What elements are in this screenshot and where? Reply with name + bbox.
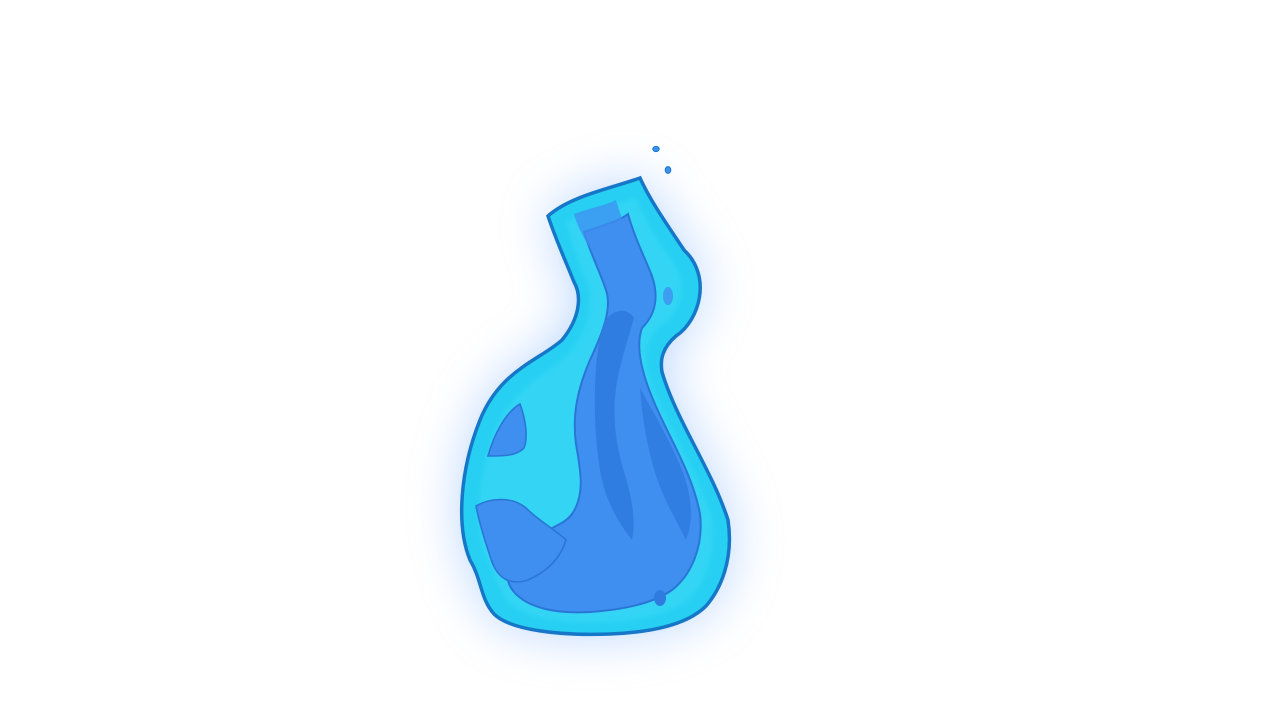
flame-swirl-left bbox=[486, 402, 527, 457]
flame-inner-dot bbox=[663, 287, 673, 305]
flame-lobe-left bbox=[475, 498, 567, 583]
flame-tongue-upper bbox=[574, 200, 632, 282]
ember-droplet bbox=[652, 145, 660, 153]
flame-wedge-right bbox=[640, 388, 691, 540]
flame-streak-center bbox=[594, 310, 634, 540]
flame-inner-dot bbox=[654, 590, 666, 606]
ember-droplet bbox=[664, 166, 672, 174]
